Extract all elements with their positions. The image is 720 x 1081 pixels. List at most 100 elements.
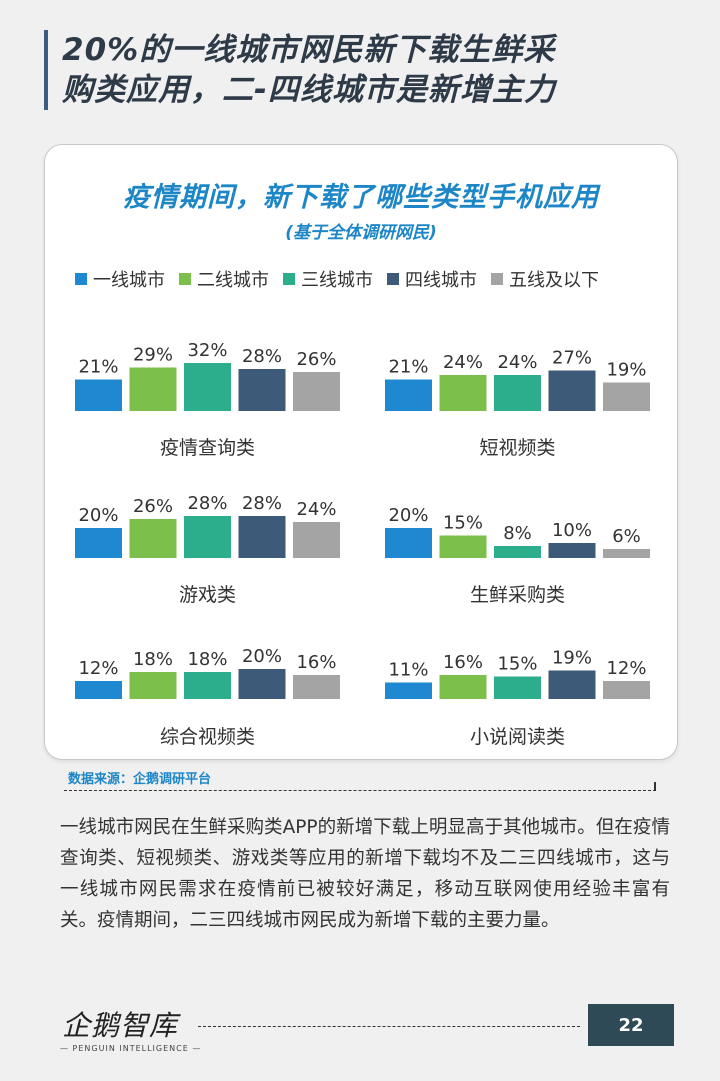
data-label: 26% <box>296 349 336 370</box>
page-number: 22 <box>588 1004 674 1046</box>
legend-label-tier4: 四线城市 <box>405 270 477 291</box>
bar <box>385 682 432 699</box>
data-label: 24% <box>296 499 336 520</box>
data-label: 20% <box>388 505 428 526</box>
bar <box>184 363 231 411</box>
bar <box>385 379 432 411</box>
bar <box>439 535 487 558</box>
bar <box>129 519 177 558</box>
data-label: 18% <box>187 649 227 670</box>
data-source: 数据来源：企鹅调研平台 <box>68 772 212 787</box>
data-label: 16% <box>443 652 483 673</box>
bar <box>494 375 541 411</box>
data-label: 15% <box>443 513 483 534</box>
bar <box>129 367 177 411</box>
data-label: 10% <box>552 520 592 541</box>
data-label: 18% <box>133 649 173 670</box>
legend-item-tier2: 二线城市 <box>179 266 269 292</box>
data-label: 21% <box>78 357 118 378</box>
bar <box>75 379 122 411</box>
data-label: 24% <box>443 352 483 373</box>
bar <box>238 669 286 699</box>
bar <box>439 675 487 699</box>
legend-item-tier4: 四线城市 <box>387 266 477 292</box>
bar <box>75 681 122 699</box>
bar <box>293 522 340 558</box>
legend-item-tier1: 一线城市 <box>75 266 165 292</box>
legend-label-tier5: 五线及以下 <box>509 270 599 291</box>
data-label: 27% <box>552 348 592 369</box>
legend-swatch-tier2 <box>179 273 191 285</box>
category-label: 短视频类 <box>479 437 555 459</box>
category-label: 综合视频类 <box>160 726 255 748</box>
bar <box>548 670 596 699</box>
data-label: 29% <box>133 345 173 366</box>
page-title-line-1: 20%的一线城市网民新下载生鲜采 <box>62 32 556 68</box>
chart-subtitle: (基于全体调研网民) <box>285 223 437 243</box>
data-label: 21% <box>388 357 428 378</box>
page-header: 20%的一线城市网民新下载生鲜采 购类应用，二-四线城市是新增主力 <box>44 30 684 110</box>
logo: 企鹅智库 — PENGUIN INTELLIGENCE — <box>60 998 200 1058</box>
legend-item-tier5: 五线及以下 <box>491 266 599 292</box>
legend-label-tier1: 一线城市 <box>93 270 165 291</box>
chart-panel: 20% 26% 28% 28% 24% 游戏类 <box>75 493 340 606</box>
legend-label-tier2: 二线城市 <box>197 270 269 291</box>
bar <box>548 543 596 558</box>
chart-panel: 21% 24% 24% 27% 19% 短视频类 <box>385 348 650 459</box>
legend-label-tier3: 三线城市 <box>301 270 373 291</box>
chart-card: 疫情期间，新下载了哪些类型手机应用 (基于全体调研网民) 一线城市 二线城市 三… <box>44 144 678 760</box>
bar <box>385 528 432 558</box>
body-paragraph: 一线城市网民在生鲜采购类APP的新增下载上明显高于其他城市。但在疫情查询类、短视… <box>60 817 670 931</box>
data-label: 19% <box>552 648 592 669</box>
legend-swatch-tier4 <box>387 273 399 285</box>
bar <box>75 528 122 558</box>
bar <box>494 676 541 699</box>
legend-item-tier3: 三线城市 <box>283 266 373 292</box>
page-title-line-2: 购类应用，二-四线城市是新增主力 <box>62 72 556 108</box>
category-label: 小说阅读类 <box>470 726 565 748</box>
data-label: 20% <box>78 505 118 526</box>
bar <box>293 675 340 699</box>
data-label: 6% <box>612 526 641 547</box>
bar <box>184 516 231 558</box>
footer-divider <box>198 1026 580 1027</box>
bar <box>548 370 596 411</box>
data-label: 20% <box>242 646 282 667</box>
bar <box>238 516 286 558</box>
data-label: 12% <box>606 658 646 679</box>
chart-title: 疫情期间，新下载了哪些类型手机应用 <box>123 182 599 213</box>
legend-swatch-tier1 <box>75 273 87 285</box>
data-label: 12% <box>78 658 118 679</box>
logo-subtitle: — PENGUIN INTELLIGENCE — <box>60 1044 202 1053</box>
data-label: 26% <box>133 496 173 517</box>
source-divider <box>64 790 656 791</box>
data-label: 28% <box>242 493 282 514</box>
bar <box>494 546 541 558</box>
bar <box>129 672 177 699</box>
data-label: 11% <box>388 660 428 681</box>
legend-swatch-tier5 <box>491 273 503 285</box>
data-label: 28% <box>187 493 227 514</box>
bar-chart-panels: 21% 29% 32% 28% 26% 疫情查询类 21% 24% 24% 27% 19% 短视频类 2… <box>75 340 650 748</box>
data-label: 24% <box>497 352 537 373</box>
data-label: 15% <box>497 654 537 675</box>
chart-legend: 一线城市 二线城市 三线城市 四线城市 五线及以下 <box>75 265 675 293</box>
category-label: 生鲜采购类 <box>470 584 565 606</box>
bar <box>293 372 340 411</box>
bar <box>439 375 487 411</box>
legend-swatch-tier3 <box>283 273 295 285</box>
data-label: 32% <box>187 340 227 361</box>
data-label: 16% <box>296 652 336 673</box>
source-divider-cap <box>654 782 656 791</box>
bar <box>603 382 650 411</box>
bar <box>603 681 650 699</box>
bar <box>603 549 650 558</box>
bar <box>184 672 231 699</box>
logo-text: 企鹅智库 <box>62 1009 179 1042</box>
chart-panel: 11% 16% 15% 19% 12% 小说阅读类 <box>385 648 650 748</box>
category-label: 疫情查询类 <box>160 437 255 459</box>
data-label: 8% <box>503 523 532 544</box>
category-label: 游戏类 <box>179 584 236 606</box>
bar <box>238 369 286 411</box>
chart-panel: 12% 18% 18% 20% 16% 综合视频类 <box>75 646 340 748</box>
